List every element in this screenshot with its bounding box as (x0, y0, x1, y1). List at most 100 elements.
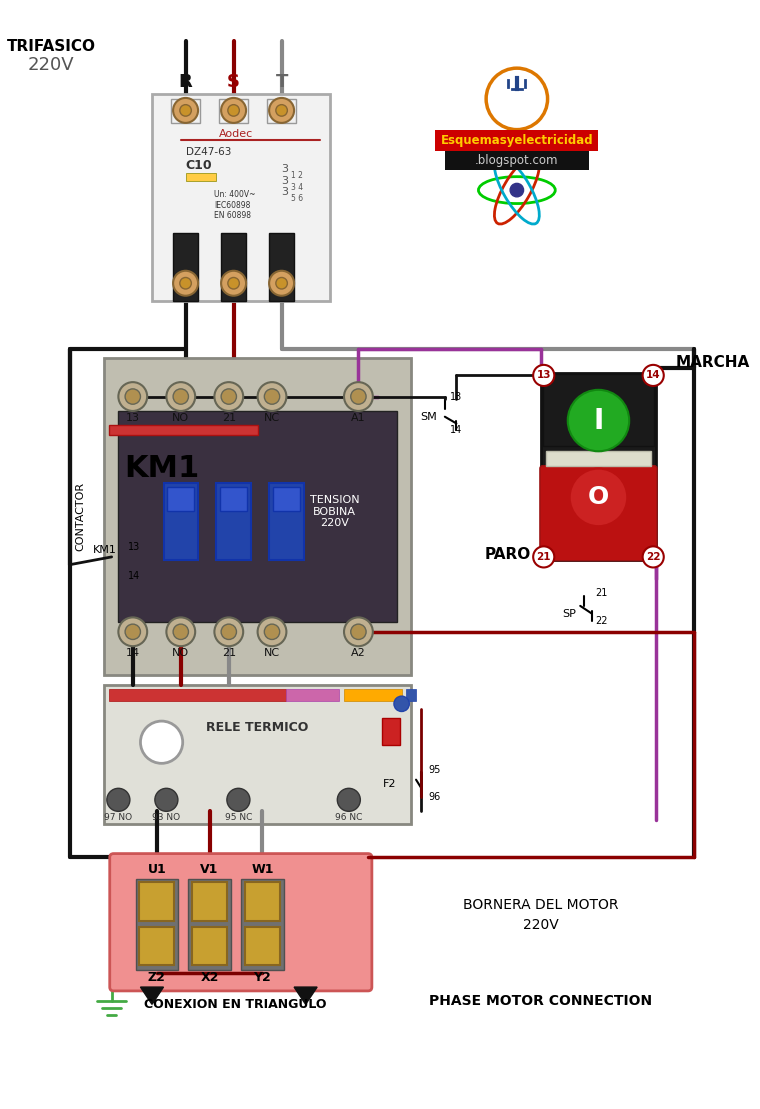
Text: 95: 95 (429, 765, 441, 775)
Circle shape (351, 389, 366, 404)
Circle shape (570, 469, 627, 526)
Text: SM: SM (420, 411, 437, 421)
Text: O: O (587, 486, 609, 509)
Circle shape (344, 383, 373, 411)
Circle shape (344, 618, 373, 647)
Bar (192, 883, 227, 920)
Text: A1: A1 (351, 413, 366, 423)
Bar (140, 883, 174, 920)
Text: I: I (594, 407, 603, 435)
Bar (135, 878, 178, 969)
Circle shape (119, 383, 147, 411)
Text: 3
3
3: 3 3 3 (281, 164, 288, 197)
Text: Z2: Z2 (148, 971, 166, 984)
Circle shape (269, 98, 294, 123)
Text: Aodec: Aodec (219, 130, 253, 140)
Text: KM1: KM1 (93, 546, 116, 556)
Bar (219, 99, 248, 123)
Circle shape (107, 788, 130, 812)
Circle shape (269, 271, 294, 296)
Text: 3 4: 3 4 (291, 183, 303, 192)
Circle shape (643, 365, 663, 386)
Text: TENSION
BOBINA
220V: TENSION BOBINA 220V (309, 496, 359, 528)
Bar (407, 690, 416, 701)
Text: RELE TERMICO: RELE TERMICO (207, 721, 309, 734)
Text: .blogspot.com: .blogspot.com (475, 154, 559, 166)
Text: 13: 13 (125, 413, 140, 423)
Circle shape (264, 389, 280, 404)
Circle shape (119, 618, 147, 647)
Bar (109, 426, 258, 435)
Bar (269, 233, 294, 301)
Text: NC: NC (264, 413, 280, 423)
Bar (245, 883, 280, 920)
Circle shape (173, 624, 188, 640)
Circle shape (486, 68, 548, 130)
Text: U1: U1 (147, 864, 166, 876)
Bar (245, 927, 280, 965)
Text: 21: 21 (222, 413, 236, 423)
Text: W1: W1 (251, 864, 274, 876)
Bar (344, 690, 401, 701)
Text: 220V: 220V (28, 55, 74, 73)
Bar (104, 358, 411, 675)
Circle shape (221, 271, 246, 296)
Text: CONTACTOR: CONTACTOR (75, 482, 85, 551)
Text: 14: 14 (125, 648, 140, 658)
Bar (445, 151, 589, 170)
Bar (119, 411, 397, 622)
Circle shape (534, 365, 554, 386)
Bar (269, 482, 304, 560)
Text: X2: X2 (201, 971, 219, 984)
Circle shape (227, 788, 250, 812)
Text: 14: 14 (128, 571, 141, 581)
Text: KM1: KM1 (124, 454, 199, 484)
Text: 96: 96 (429, 792, 441, 802)
Circle shape (534, 547, 554, 568)
Text: 22: 22 (596, 617, 608, 627)
Bar (185, 173, 217, 182)
Text: Esquemasyelectricidad: Esquemasyelectricidad (441, 134, 593, 146)
Circle shape (166, 618, 195, 647)
Bar (152, 94, 330, 301)
Bar (140, 927, 174, 965)
Text: 13: 13 (450, 391, 462, 401)
Circle shape (173, 389, 188, 404)
Text: 21: 21 (222, 648, 236, 658)
Text: NO: NO (173, 648, 189, 658)
Circle shape (276, 277, 287, 289)
Text: 220V: 220V (523, 917, 559, 932)
Circle shape (166, 383, 195, 411)
Circle shape (264, 624, 280, 640)
Circle shape (141, 721, 182, 763)
Bar (543, 375, 654, 447)
Text: 93 NO: 93 NO (152, 813, 180, 822)
Bar (268, 99, 296, 123)
Circle shape (228, 277, 239, 289)
Bar (192, 927, 227, 965)
Circle shape (351, 624, 366, 640)
Circle shape (221, 624, 236, 640)
Bar (287, 690, 339, 701)
Circle shape (125, 624, 141, 640)
Circle shape (180, 104, 192, 116)
Text: T: T (275, 72, 288, 91)
Text: CONEXION EN TRIANGULO: CONEXION EN TRIANGULO (144, 998, 327, 1010)
Circle shape (510, 183, 524, 196)
Text: 22: 22 (646, 552, 660, 562)
FancyBboxPatch shape (109, 854, 372, 991)
Bar (109, 690, 287, 701)
Bar (217, 482, 251, 560)
Text: 14: 14 (450, 425, 462, 435)
Circle shape (276, 104, 287, 116)
Text: 5 6: 5 6 (291, 194, 303, 203)
Text: PARO: PARO (485, 548, 531, 562)
Circle shape (180, 277, 192, 289)
Text: F2: F2 (383, 779, 397, 788)
Text: TRIFASICO: TRIFASICO (7, 39, 96, 54)
Text: 21: 21 (596, 589, 608, 599)
Text: Y2: Y2 (254, 971, 271, 984)
Circle shape (214, 618, 243, 647)
Circle shape (258, 383, 287, 411)
Polygon shape (141, 987, 163, 1005)
